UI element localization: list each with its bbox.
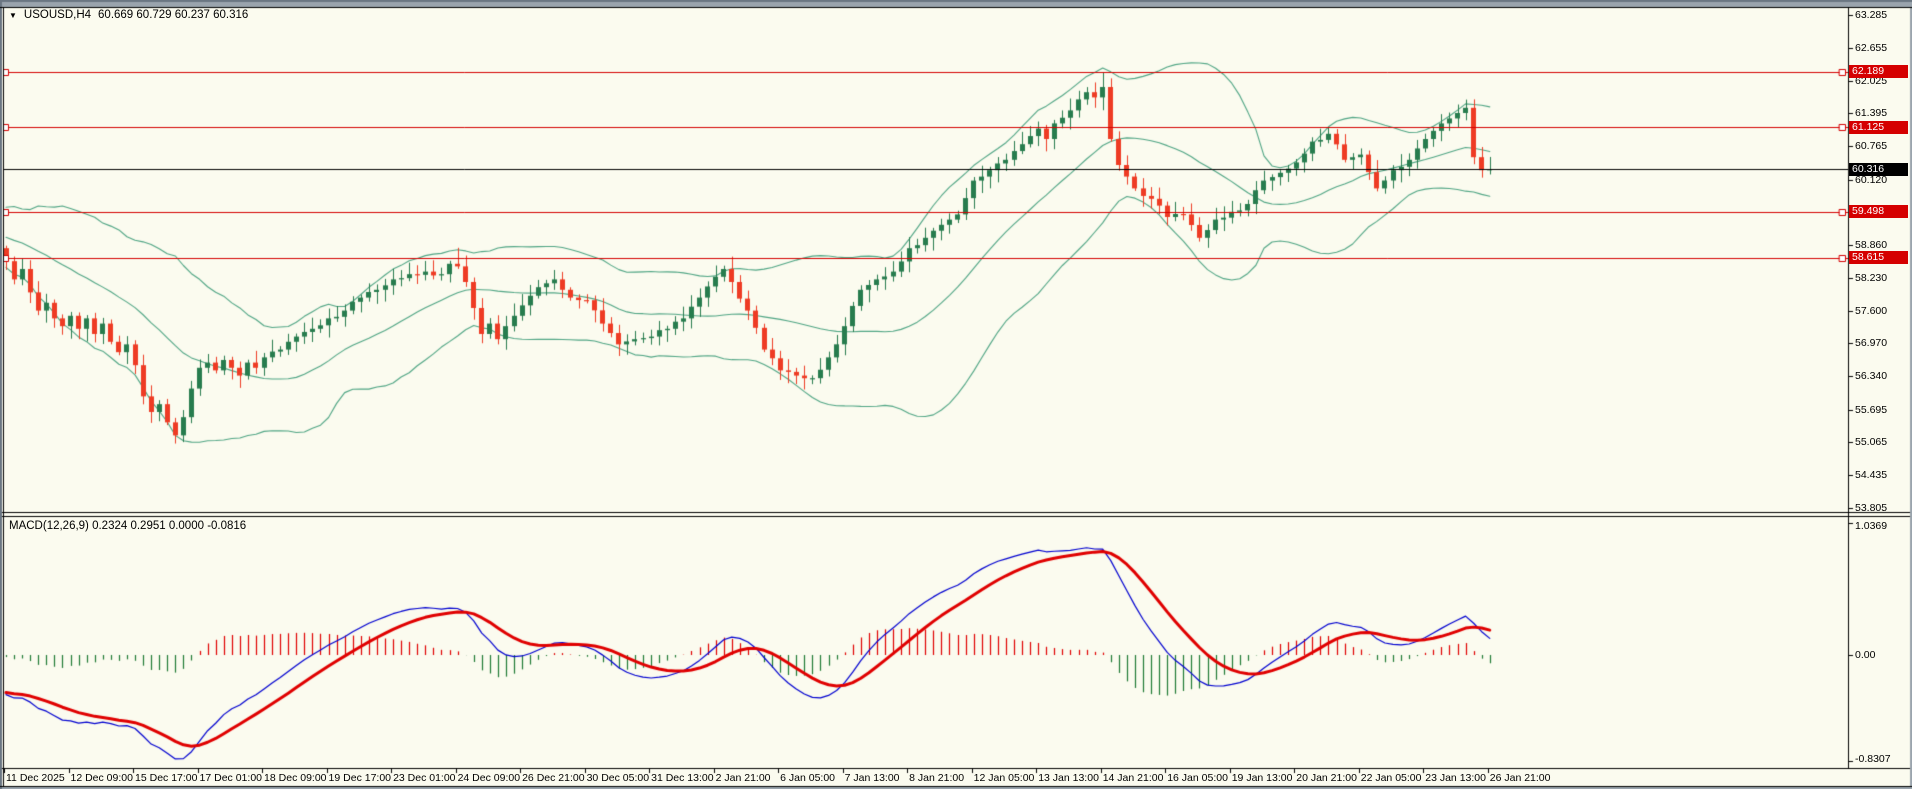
price-level-badge: 61.125 [1849,120,1908,134]
price-tick-label: 56.970 [1855,337,1888,350]
time-axis-label: 16 Jan 05:00 [1167,772,1228,784]
price-tick-label: 61.395 [1855,107,1888,120]
time-axis-label: 14 Jan 21:00 [1102,772,1164,784]
time-axis-label: 11 Dec 2025 [6,772,65,784]
time-axis-label: 19 Dec 17:00 [328,772,392,784]
price-tick-label: 58.230 [1855,271,1888,284]
time-axis-label: 17 Dec 01:00 [199,772,262,784]
price-tick-label: 57.600 [1855,304,1888,317]
time-axis-label: 18 Dec 09:00 [264,772,327,784]
price-tick-label: 54.435 [1855,469,1888,482]
macd-indicator-label: MACD(12,26,9) 0.2324 0.2951 0.0000 -0.08… [9,520,247,532]
time-axis-label: 12 Jan 05:00 [973,772,1035,784]
time-axis-label: 7 Jan 13:00 [844,772,900,784]
time-axis-label: 23 Jan 13:00 [1425,772,1486,784]
time-axis-label: 22 Jan 05:00 [1360,772,1422,784]
time-axis-label: 23 Dec 01:00 [393,772,456,784]
price-tick-label: 55.695 [1855,403,1888,416]
price-tick-label: 58.860 [1855,239,1888,252]
chart-title-ohlc: 60.669 60.729 60.237 60.316 [98,9,249,21]
time-axis-label: 26 Dec 21:00 [522,772,585,784]
time-axis-label: 12 Dec 09:00 [70,772,133,784]
price-tick-label: 62.655 [1855,41,1888,54]
macd-axis-zero-label: 0.00 [1855,649,1876,661]
price-tick-label: 55.065 [1855,436,1888,449]
time-axis-label: 13 Jan 13:00 [1038,772,1099,784]
price-tick-label: 63.285 [1855,9,1888,21]
price-tick-label: 53.805 [1855,501,1888,514]
time-axis-label: 15 Dec 17:00 [135,772,198,784]
symbol-dropdown-icon[interactable]: ▼ [9,10,17,20]
price-tick-label: 60.120 [1855,173,1888,186]
time-axis-label: 24 Dec 09:00 [457,772,521,784]
chart-title: ▼ USOUSD,H4 60.669 60.729 60.237 60.316 [9,9,248,21]
time-axis-label: 26 Jan 21:00 [1489,772,1551,784]
price-tick-label: 56.340 [1855,370,1888,383]
macd-axis-max-label: 1.0369 [1855,520,1888,532]
time-axis-label: 8 Jan 21:00 [909,772,965,784]
current-price-badge: 60.316 [1849,162,1908,176]
time-axis-label: 31 Dec 13:00 [651,772,714,784]
price-level-badge: 62.189 [1849,65,1908,79]
price-tick-label: 60.765 [1855,140,1888,153]
price-level-badge: 59.498 [1849,205,1908,219]
chart-title-symbol: USOUSD,H4 [23,9,92,21]
price-level-badge: 58.615 [1849,251,1908,265]
time-axis-label: 30 Dec 05:00 [586,772,650,784]
time-axis-label: 6 Jan 05:00 [780,772,836,784]
time-axis-label: 20 Jan 21:00 [1296,772,1357,784]
time-axis-label: 19 Jan 13:00 [1231,772,1293,784]
time-axis-label: 2 Jan 21:00 [715,772,771,784]
macd-axis-min-label: -0.8307 [1855,752,1891,765]
